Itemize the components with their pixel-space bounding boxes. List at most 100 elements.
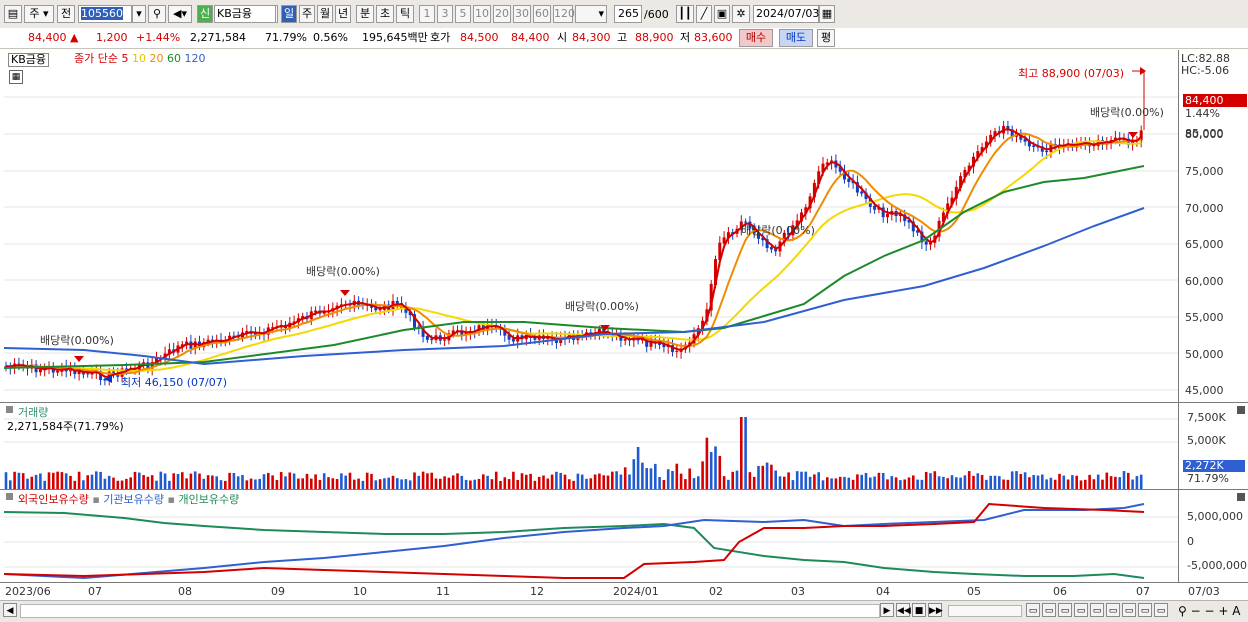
tab-day[interactable]: 일: [281, 5, 297, 23]
volume-bar: [920, 479, 924, 489]
layout-icon-5[interactable]: ▭: [1090, 603, 1104, 617]
volume-bar: [972, 475, 975, 489]
candle-body: [56, 370, 60, 373]
candle-body: [946, 203, 950, 214]
zoom-in-icon[interactable]: +: [1218, 604, 1229, 618]
zoom-slider[interactable]: [948, 605, 1022, 617]
volume-bar: [103, 478, 107, 489]
scroll-left-icon[interactable]: ◀: [3, 603, 17, 617]
volume-bar: [1131, 479, 1134, 489]
pane-handle-icon[interactable]: [6, 406, 13, 413]
pane-divider[interactable]: [0, 489, 1248, 490]
tab-min-10[interactable]: 10: [473, 5, 491, 23]
layout-icon-7[interactable]: ▭: [1122, 603, 1136, 617]
zoom-search-icon[interactable]: ⚲: [1178, 604, 1187, 618]
layout-icon-2[interactable]: ▭: [1042, 603, 1056, 617]
fast-forward-icon[interactable]: ▶▶: [928, 603, 943, 617]
stock-code-input[interactable]: 105560: [78, 5, 132, 23]
candle-body: [167, 349, 171, 355]
scroll-track[interactable]: [20, 604, 880, 618]
pane-handle-icon[interactable]: [6, 493, 13, 500]
volume-bar: [572, 480, 575, 489]
candle-body: [787, 232, 791, 236]
layout-icon-9[interactable]: ▭: [1154, 603, 1168, 617]
tab-min-5[interactable]: 5: [455, 5, 471, 23]
count-input[interactable]: 265: [614, 5, 642, 23]
stop-icon[interactable]: ■: [912, 603, 926, 617]
buy-button[interactable]: 매수: [739, 29, 773, 47]
eval-button[interactable]: 평: [817, 29, 835, 47]
zoom-minus-icon[interactable]: −: [1204, 604, 1215, 618]
draw-tool-icon[interactable]: ╱: [696, 5, 712, 23]
tab-min-3[interactable]: 3: [437, 5, 453, 23]
ask-price-1: 84,500: [460, 31, 499, 44]
layout-icon-4[interactable]: ▭: [1074, 603, 1088, 617]
price-chart-pane[interactable]: KB금융 종가 단순 5 10 20 60 120 ▦ 최고 88,900 (0…: [4, 50, 1178, 402]
candle-type-icon[interactable]: ┃┃: [676, 5, 694, 23]
tab-minute[interactable]: 분: [356, 5, 374, 23]
layout-icon-8[interactable]: ▭: [1138, 603, 1152, 617]
volume-bar: [17, 472, 21, 489]
chart-scrollbar[interactable]: ◀ ▶ ◀◀ ■ ▶▶ ▭ ▭ ▭ ▭ ▭ ▭ ▭ ▭ ▭ ⚲ − − + A: [0, 600, 1248, 622]
volume-bar: [288, 472, 292, 489]
holding-chart-pane[interactable]: 외국인보유수량 ▪ 기관보유수량 ▪ 개인보유수량: [4, 490, 1178, 582]
layout-icon-6[interactable]: ▭: [1106, 603, 1120, 617]
volume-bar: [752, 476, 756, 489]
volume-bar: [112, 477, 115, 489]
zoom-out-icon[interactable]: −: [1190, 604, 1201, 618]
volume-bar: [181, 472, 184, 489]
layout-icon-1[interactable]: ▭: [1026, 603, 1040, 617]
sell-button[interactable]: 매도: [779, 29, 813, 47]
lc-label: LC:82.88: [1181, 52, 1231, 65]
y-tick: 65,000: [1185, 238, 1224, 251]
code-dropdown-icon[interactable]: ▾: [132, 5, 146, 23]
x-axis-right-label: 07/03: [1188, 585, 1220, 598]
table-view-icon[interactable]: ▦: [9, 70, 23, 84]
window-menu-icon[interactable]: ▤: [4, 5, 22, 23]
holding-chart: [4, 502, 1178, 580]
individual-holding-line: [4, 511, 1145, 579]
candle-body: [696, 328, 700, 336]
volume-bar: [267, 472, 270, 489]
pane-close-icon[interactable]: [1237, 493, 1245, 501]
tab-tick[interactable]: 틱: [396, 5, 414, 23]
speaker-icon[interactable]: ◀▾: [168, 5, 192, 23]
volume-bar: [185, 478, 188, 489]
tab-second[interactable]: 초: [376, 5, 394, 23]
search-icon[interactable]: ⚲: [148, 5, 166, 23]
tab-min-1[interactable]: 1: [419, 5, 435, 23]
interval-dropdown[interactable]: ▾: [575, 5, 607, 23]
tab-min-20[interactable]: 20: [493, 5, 511, 23]
volume-bar: [56, 471, 59, 489]
volume-bar: [1101, 479, 1104, 489]
tab-month[interactable]: 월: [317, 5, 333, 23]
tab-min-60[interactable]: 60: [533, 5, 551, 23]
volume-bar: [473, 479, 476, 489]
pane-close-icon[interactable]: [1237, 406, 1245, 414]
gear-icon[interactable]: ✲: [732, 5, 750, 23]
font-size-icon[interactable]: A: [1232, 604, 1241, 618]
volume-chart-pane[interactable]: 거래량 2,271,584주(71.79%): [4, 403, 1178, 489]
tab-min-120[interactable]: 120: [553, 5, 575, 23]
date-input[interactable]: 2024/07/03: [753, 5, 819, 23]
stock-name-field[interactable]: KB금융: [214, 5, 276, 23]
layout-icon-3[interactable]: ▭: [1058, 603, 1072, 617]
period-select[interactable]: 주 ▾: [24, 5, 54, 23]
tab-min-30[interactable]: 30: [513, 5, 531, 23]
tab-week[interactable]: 주: [299, 5, 315, 23]
candle-body: [804, 207, 808, 214]
tab-year[interactable]: 년: [335, 5, 351, 23]
candle-body: [739, 221, 743, 230]
rewind-icon[interactable]: ◀◀: [896, 603, 911, 617]
scroll-right-icon[interactable]: ▶: [880, 603, 894, 617]
candle-body: [941, 212, 945, 222]
pane-divider[interactable]: [0, 402, 1248, 403]
volume-title: 거래량: [18, 406, 49, 419]
ask-price-2: 84,400: [511, 31, 550, 44]
high-label: 고: [617, 31, 628, 44]
candle-body: [653, 340, 657, 343]
calendar-icon[interactable]: ▦: [819, 5, 835, 23]
prev-button[interactable]: 전: [57, 5, 75, 23]
save-icon[interactable]: ▣: [714, 5, 730, 23]
candle-body: [950, 197, 954, 205]
